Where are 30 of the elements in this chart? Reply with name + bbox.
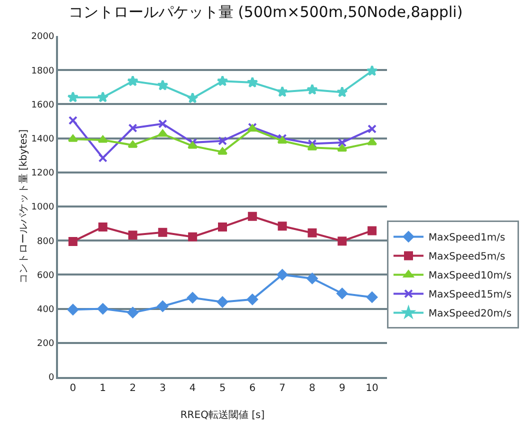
y-tick-label: 200 [37,339,54,350]
y-tick-label: 2000 [31,32,54,42]
y-tick-label: 1400 [31,134,54,144]
y-tick-label: 1000 [31,202,54,213]
y-axis-title: コントロールパケット量 [kbytes] [18,129,30,284]
x-tick-label: 9 [338,383,346,394]
x-tick-label: 4 [189,383,196,394]
chart-title: コントロールパケット量 (500m×500m,50Node,8appli) [68,2,463,21]
legend-label: MaxSpeed10m/s [428,270,512,282]
x-tick-label: 10 [366,383,378,394]
x-tick-label: 2 [130,383,136,394]
x-tick-label: 0 [70,383,76,394]
x-tick-label: 6 [249,383,256,394]
legend-label: MaxSpeed1m/s [428,232,506,244]
legend-label: MaxSpeed5m/s [428,252,506,263]
y-tick-label: 0 [48,373,54,384]
x-tick-label: 3 [159,383,166,394]
x-tick-label: 7 [279,383,286,394]
y-tick-label: 800 [37,236,54,247]
legend-label: MaxSpeed15m/s [428,290,512,301]
y-tick-label: 1200 [31,168,54,179]
y-tick-label: 1800 [31,66,54,76]
x-axis-title: RREQ転送閾値 [s] [180,409,265,421]
x-tick-label: 8 [309,383,316,394]
y-tick-label: 600 [37,270,54,281]
x-tick-label: 1 [100,383,106,394]
y-tick-label: 1600 [31,100,54,110]
y-tick-label: 400 [37,304,54,315]
x-tick-label: 5 [219,383,226,394]
legend-label: MaxSpeed20m/s [428,308,512,320]
